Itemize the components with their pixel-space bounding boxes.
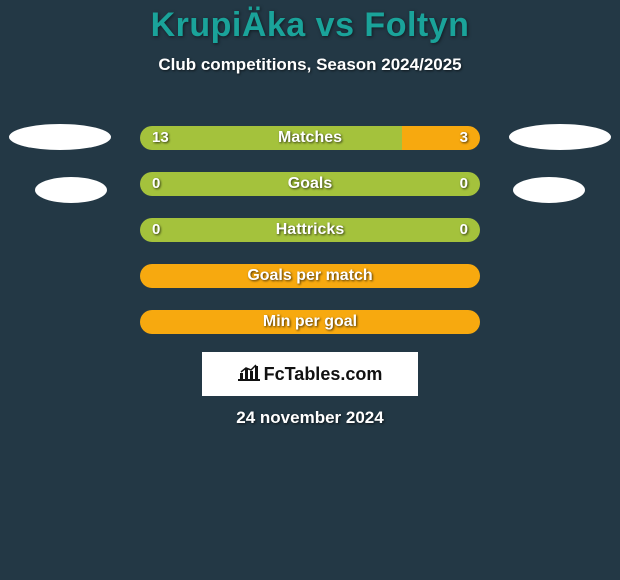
- team-right-logo-1: [509, 124, 611, 150]
- chart-icon: [238, 363, 260, 386]
- stat-row: Goals0 0: [140, 172, 480, 196]
- team-left-logo-2: [35, 177, 107, 203]
- brand-label: FcTables.com: [238, 363, 383, 386]
- stat-row: Matches13 3: [140, 126, 480, 150]
- stat-value-left: 0: [152, 218, 160, 242]
- stat-value-right: 0: [460, 218, 468, 242]
- team-right-logo-2: [513, 177, 585, 203]
- stat-row: Goals per match: [140, 264, 480, 288]
- stat-value-right: 0: [460, 172, 468, 196]
- brand-text: FcTables.com: [264, 364, 383, 385]
- brand-box: FcTables.com: [202, 352, 418, 396]
- stat-label: Matches: [140, 126, 480, 150]
- stat-label: Goals per match: [140, 264, 480, 288]
- stat-row: Min per goal: [140, 310, 480, 334]
- stat-value-left: 13: [152, 126, 169, 150]
- stat-value-right: 3: [460, 126, 468, 150]
- page-title: KrupiÄka vs Foltyn: [0, 0, 620, 45]
- stat-bars: Matches133Goals00Hattricks00Goals per ma…: [140, 126, 480, 356]
- subtitle: Club competitions, Season 2024/2025: [0, 55, 620, 75]
- comparison-card: KrupiÄka vs Foltyn Club competitions, Se…: [0, 0, 620, 580]
- stat-label: Hattricks: [140, 218, 480, 242]
- stat-value-left: 0: [152, 172, 160, 196]
- stat-row: Hattricks0 0: [140, 218, 480, 242]
- date-label: 24 november 2024: [0, 408, 620, 428]
- stat-label: Min per goal: [140, 310, 480, 334]
- team-left-logo-1: [9, 124, 111, 150]
- stat-label: Goals: [140, 172, 480, 196]
